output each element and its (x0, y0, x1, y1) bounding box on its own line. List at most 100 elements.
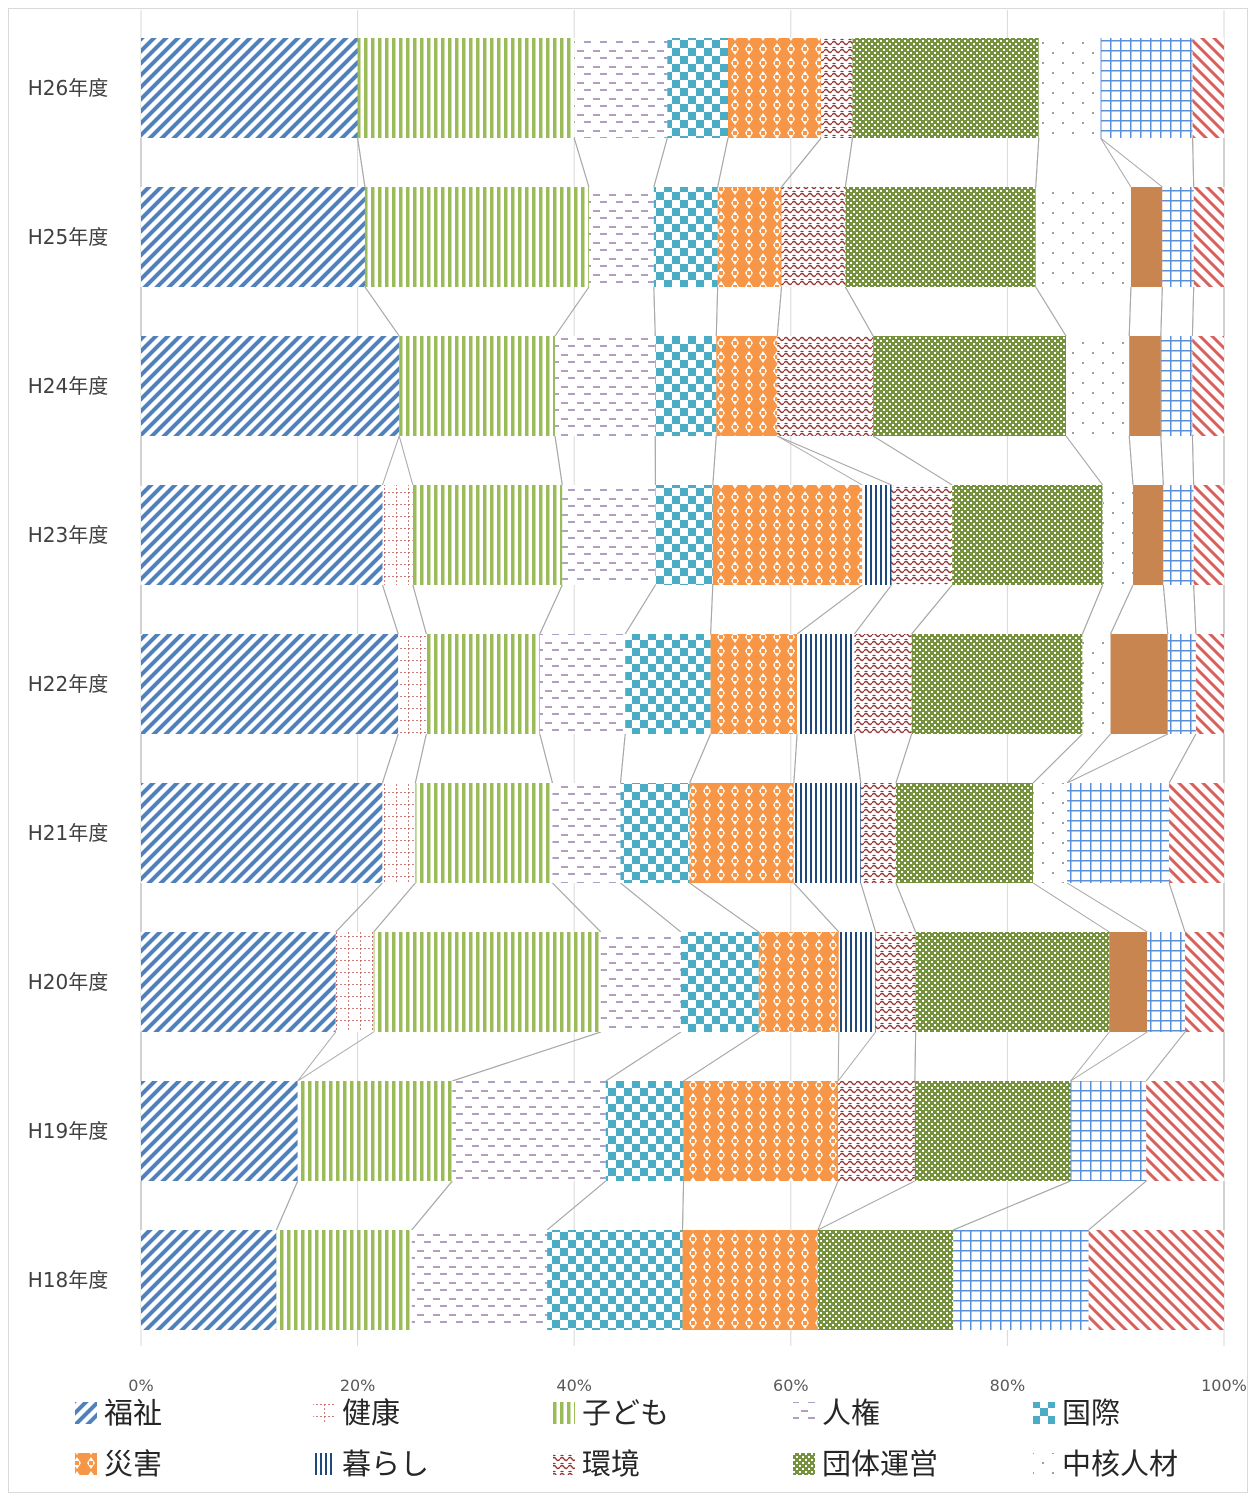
bar-segment-0-7 (141, 1081, 298, 1181)
bar-segment-4-6 (680, 932, 759, 1032)
connector-line (382, 435, 400, 486)
connector-line (1191, 435, 1195, 486)
bar-segment-5-4 (710, 634, 798, 734)
connector-line (414, 733, 427, 784)
bar-segment-0-4 (141, 634, 399, 734)
connector-line (382, 584, 399, 635)
x-tick-label: 0% (128, 1376, 153, 1395)
bar-segment-1-4 (398, 634, 427, 734)
legend-label: 環境 (582, 1447, 640, 1481)
bar-segment-4-7 (605, 1081, 684, 1181)
bar-segment-1-3 (382, 485, 413, 585)
legend-swatch (1033, 1402, 1055, 1424)
connector-line (624, 584, 656, 635)
bar-segment-11-2 (1160, 336, 1193, 436)
legend-item: 災害 (75, 1447, 162, 1481)
connector-line (554, 286, 590, 337)
bar-segment-8-7 (914, 1081, 1071, 1181)
connector-line (452, 1031, 601, 1082)
bar-segment-12-2 (1192, 336, 1224, 436)
bar-segment-0-1 (141, 187, 365, 287)
legend-item: 健康 (313, 1396, 400, 1430)
connector-line (689, 733, 712, 784)
bar-segment-0-0 (141, 38, 358, 138)
connector-line (717, 137, 729, 188)
connector-line (411, 1180, 453, 1231)
connector-line (297, 1031, 374, 1082)
bar-segment-6-6 (838, 932, 876, 1032)
legend-label: 災害 (104, 1447, 162, 1481)
connector-line (364, 286, 400, 337)
legend-label: 健康 (342, 1396, 400, 1430)
connector-line (860, 882, 877, 933)
connector-line (683, 1031, 760, 1082)
connector-line (1168, 882, 1186, 933)
category-label: H25年度 (28, 225, 109, 249)
x-tick-label: 40% (556, 1376, 592, 1395)
bar-segment-11-8 (953, 1230, 1089, 1330)
legend-item: 中核人材 (1033, 1447, 1178, 1481)
bar-segment-9-2 (1066, 336, 1130, 436)
bar-segment-2-8 (276, 1230, 412, 1330)
connector-line (837, 1031, 840, 1082)
connector-line (682, 1180, 685, 1231)
bar-segment-3-5 (552, 783, 621, 883)
bar-segment-9-1 (1035, 187, 1131, 287)
connector-line (1066, 882, 1148, 933)
bar-segment-3-6 (600, 932, 681, 1032)
connector-line (895, 733, 913, 784)
category-label: H21年度 (28, 821, 109, 845)
connector-line (853, 733, 862, 784)
x-tick-labels: 0% 20% 40% 60% 80% 100% (128, 1376, 1247, 1395)
legend-item: 国際 (1033, 1396, 1120, 1430)
bar-segment-0-8 (141, 1230, 277, 1330)
connector-line (1100, 137, 1163, 188)
bar-segment-10-4 (1110, 634, 1168, 734)
bar-segment-3-2 (555, 336, 656, 436)
bar-segment-10-2 (1129, 336, 1161, 436)
legend-swatch (313, 1402, 335, 1424)
bar-segment-3-4 (539, 634, 626, 734)
connector-line (1145, 1031, 1186, 1082)
connector-line (297, 1031, 337, 1082)
connector-line (776, 286, 782, 337)
connector-line (1128, 286, 1132, 337)
legend-swatch (553, 1402, 575, 1424)
bar-segment-8-8 (817, 1230, 954, 1330)
bar-segment-7-5 (860, 783, 896, 883)
bar-segment-12-6 (1185, 932, 1224, 1032)
bar-segment-8-3 (952, 485, 1103, 585)
connector-line (605, 1031, 682, 1082)
bar-segment-12-0 (1192, 38, 1224, 138)
bar-segment-8-0 (852, 38, 1039, 138)
bar-segment-7-7 (838, 1081, 915, 1181)
connector-line (872, 435, 953, 486)
bar-segment-11-4 (1167, 634, 1196, 734)
connector-line (1035, 286, 1067, 337)
bar-segment-11-7 (1070, 1081, 1147, 1181)
bar-segment-6-5 (793, 783, 861, 883)
bar-segment-6-4 (797, 634, 855, 734)
connector-line (573, 137, 590, 188)
bar-segment-11-0 (1100, 38, 1193, 138)
x-tick-label: 60% (773, 1376, 809, 1395)
legend-swatch (75, 1402, 97, 1424)
x-tick-label: 80% (990, 1376, 1026, 1395)
bar-segment-3-8 (411, 1230, 548, 1330)
category-label: H18年度 (28, 1268, 109, 1292)
connector-line (546, 1180, 607, 1231)
connector-line (1160, 435, 1164, 486)
bar-segment-3-1 (588, 187, 654, 287)
bar-segment-5-1 (717, 187, 782, 287)
bar-segment-4-8 (547, 1230, 683, 1330)
legend-label: 福祉 (104, 1396, 162, 1430)
connector-line (914, 1031, 917, 1082)
legend-swatch (1033, 1453, 1055, 1475)
connector-line (781, 137, 822, 188)
bar-segment-12-8 (1088, 1230, 1224, 1330)
legend-label: 中核人材 (1062, 1447, 1178, 1481)
category-label: H23年度 (28, 523, 109, 547)
bar-segment-4-1 (653, 187, 718, 287)
